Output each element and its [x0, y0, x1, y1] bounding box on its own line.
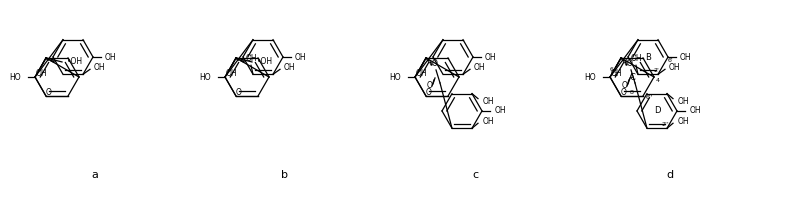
Text: OH: OH — [283, 63, 295, 72]
Text: OH: OH — [225, 69, 237, 79]
Text: OH: OH — [245, 54, 257, 63]
Text: O: O — [621, 87, 627, 97]
Text: O: O — [236, 87, 242, 97]
Text: OH: OH — [677, 117, 689, 126]
Text: 3: 3 — [624, 58, 628, 63]
Text: b: b — [282, 170, 289, 180]
Text: HO: HO — [10, 72, 21, 82]
Text: •OH: •OH — [257, 58, 273, 66]
Text: •OH: •OH — [67, 58, 83, 66]
Text: OH: OH — [35, 69, 47, 79]
Text: OH: OH — [689, 107, 701, 115]
Text: 8: 8 — [630, 90, 634, 95]
Text: OH: OH — [679, 53, 691, 61]
Text: O: O — [622, 81, 628, 90]
Text: OH: OH — [104, 53, 116, 61]
Text: OH: OH — [677, 97, 689, 106]
Text: HO: HO — [584, 72, 596, 82]
Text: d: d — [666, 170, 674, 180]
Text: O: O — [427, 81, 433, 90]
Text: 2'': 2'' — [661, 122, 669, 127]
Text: B: B — [645, 53, 651, 61]
Text: O: O — [46, 87, 52, 97]
Text: OH: OH — [482, 117, 494, 126]
Text: O: O — [627, 59, 633, 68]
Text: OH: OH — [473, 63, 485, 72]
Text: HO: HO — [199, 72, 211, 82]
Text: 6'': 6'' — [645, 95, 653, 100]
Text: O: O — [426, 87, 432, 97]
Text: c: c — [472, 170, 478, 180]
Text: HO: HO — [390, 72, 401, 82]
Text: 2: 2 — [613, 71, 617, 77]
Text: 2': 2' — [653, 68, 659, 73]
Text: OH: OH — [494, 107, 506, 115]
Text: OH: OH — [482, 97, 494, 106]
Text: OH: OH — [484, 53, 496, 61]
Text: 6': 6' — [668, 58, 674, 62]
Text: OH: OH — [630, 54, 642, 63]
Text: 6: 6 — [610, 67, 614, 72]
Text: a: a — [91, 170, 98, 180]
Text: C: C — [629, 72, 635, 82]
Text: OH: OH — [93, 63, 105, 72]
Text: D: D — [654, 107, 660, 115]
Text: OH: OH — [415, 69, 427, 79]
Text: OH: OH — [610, 69, 622, 79]
Text: OH: OH — [668, 63, 680, 72]
Text: 4: 4 — [656, 77, 660, 82]
Text: OH: OH — [294, 53, 306, 61]
Text: O: O — [432, 59, 438, 68]
Text: A: A — [629, 72, 635, 82]
